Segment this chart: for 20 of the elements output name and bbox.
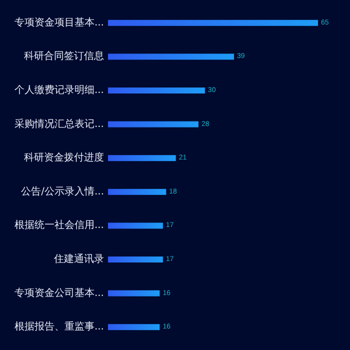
y-tick-label: 科研资金拨付进度 [24, 152, 104, 164]
bar [108, 88, 205, 94]
bar [108, 324, 160, 330]
y-tick-label: 个人缴费记录明细... [14, 84, 104, 96]
bar [108, 121, 198, 128]
y-tick-label: 采购情况汇总表记... [14, 118, 104, 130]
bar [108, 256, 163, 262]
bar [108, 188, 166, 195]
bar [108, 290, 160, 296]
bar [108, 222, 163, 229]
y-tick-label: 公告/公示录入情... [21, 185, 104, 198]
bar [108, 54, 234, 60]
y-tick-label: 科研合同签订信息 [24, 50, 104, 62]
y-tick-label: 根据统一社会信用... [14, 219, 104, 232]
y-tick-label: 住建通讯录 [54, 253, 104, 265]
y-tick-label: 专项资金项目基本... [14, 16, 104, 28]
y-tick-label: 专项资金公司基本... [14, 286, 104, 299]
bar [108, 20, 318, 26]
y-tick-label: 根据报告、重监事... [14, 320, 104, 333]
bar [108, 155, 176, 162]
